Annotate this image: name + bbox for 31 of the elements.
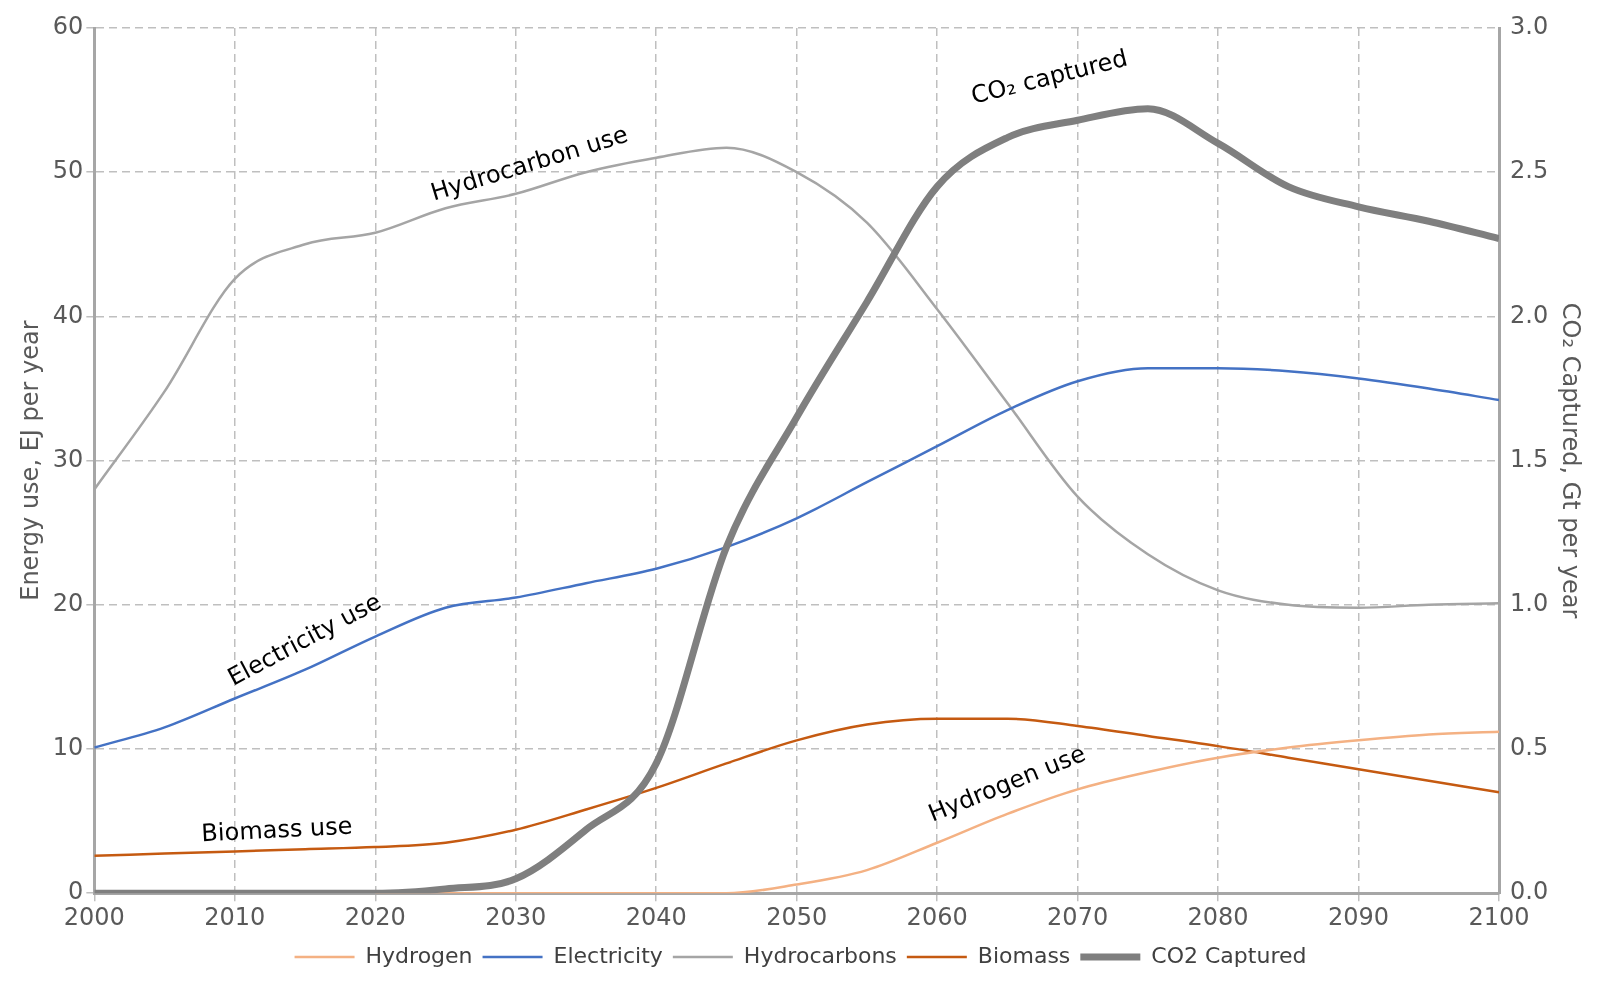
y-axis-title: Energy use, EJ per year [15, 320, 44, 601]
y2-tick-label: 0.5 [1510, 733, 1549, 762]
y-tick-label: 20 [52, 589, 84, 618]
x-tick-label: 2030 [485, 902, 547, 931]
annotation: Biomass use [200, 811, 353, 848]
x-tick-label: 2080 [1187, 902, 1249, 931]
x-tick-label: 2040 [625, 902, 687, 931]
legend-label: Biomass [977, 942, 1071, 968]
legend-label: CO2 Captured [1151, 942, 1307, 968]
x-tick-label: 2010 [204, 902, 266, 931]
legend-label: Hydrocarbons [743, 942, 897, 968]
legend-label: Electricity [553, 942, 663, 968]
y-tick-label: 60 [52, 12, 84, 41]
y-tick-label: 30 [52, 444, 84, 473]
y-tick-label: 40 [52, 300, 84, 329]
y2-tick-label: 2.0 [1510, 300, 1549, 329]
y2-tick-label: 3.0 [1510, 12, 1549, 41]
line-series [94, 717, 1500, 857]
legend-label: Hydrogen [365, 942, 473, 968]
line-series [94, 367, 1500, 749]
y2-tick-label: 1.0 [1510, 589, 1549, 618]
y2-tick-label: 2.5 [1510, 156, 1549, 185]
x-tick-label: 2070 [1047, 902, 1109, 931]
x-tick-label: 2090 [1328, 902, 1390, 931]
y-tick-label: 10 [52, 733, 84, 762]
x-tick-label: 2020 [344, 902, 406, 931]
x-tick-label: 2060 [906, 902, 968, 931]
y2-axis-title: CO₂ Captured, Gt per year [1557, 302, 1586, 619]
x-tick-label: 2050 [766, 902, 828, 931]
y2-tick-label: 1.5 [1510, 444, 1549, 473]
y-tick-label: 50 [52, 156, 84, 185]
